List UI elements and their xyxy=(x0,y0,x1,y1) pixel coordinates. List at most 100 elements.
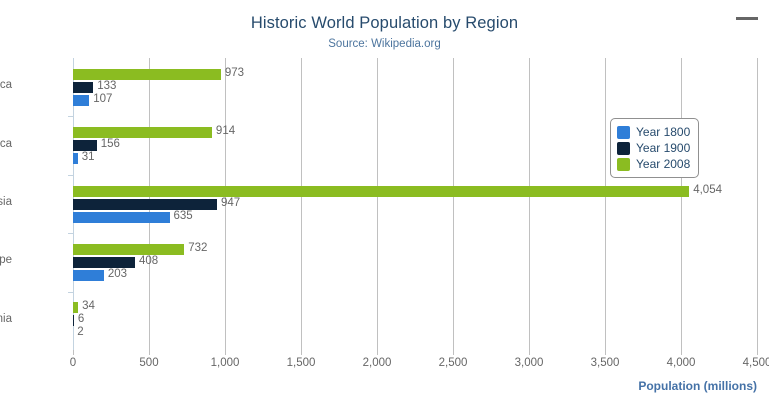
bar-value-label: 6 xyxy=(77,313,85,326)
gridline xyxy=(529,58,530,350)
legend-swatch-icon xyxy=(617,125,630,139)
y-axis-tick xyxy=(68,116,73,118)
x-axis-tick xyxy=(301,350,302,355)
y-axis-category-label: Africa xyxy=(0,79,12,92)
legend-swatch-icon xyxy=(617,141,630,155)
chart-title: Historic World Population by Region xyxy=(250,14,519,32)
bar-row: 156 xyxy=(73,138,757,152)
x-axis-tick xyxy=(757,350,758,355)
bar-value-label: 635 xyxy=(173,209,193,222)
bar[interactable] xyxy=(73,315,74,327)
bar[interactable] xyxy=(73,243,185,255)
bar-value-label: 914 xyxy=(215,125,236,138)
bar-value-label: 31 xyxy=(81,151,95,164)
bar[interactable] xyxy=(73,94,90,106)
gridline xyxy=(605,58,606,350)
bar-value-label: 4,054 xyxy=(693,183,722,196)
bar-group: 973 133 107 xyxy=(73,66,757,108)
x-axis-tick-label: 4,500 xyxy=(742,357,769,369)
x-axis-tick-label: 3,500 xyxy=(590,357,620,369)
y-axis-tick xyxy=(68,174,73,176)
bar[interactable] xyxy=(73,198,217,210)
bar[interactable] xyxy=(73,127,212,139)
gridline xyxy=(301,58,302,350)
bar-value-label: 732 xyxy=(188,241,208,254)
bar-group: 732 408 203 xyxy=(73,241,757,283)
x-axis-tick xyxy=(605,350,606,355)
legend-label: Year 1900 xyxy=(636,141,691,155)
gridline xyxy=(757,58,758,350)
bar-value-label: 2 xyxy=(77,326,84,339)
y-axis-category-label: Oceania xyxy=(0,312,12,325)
x-axis-tick xyxy=(529,350,530,355)
plot-area: 973 133 107 914 156 31 4,054 947 635 732 408 203 34 6… xyxy=(73,58,758,350)
bar-row: 31 xyxy=(73,151,757,165)
bar[interactable] xyxy=(73,211,170,223)
bar-row: 133 xyxy=(73,79,757,93)
bar-row: 635 xyxy=(73,209,757,223)
x-axis-tick-label: 0 xyxy=(69,357,77,369)
x-axis-tick-label: 1,500 xyxy=(286,357,316,369)
hamburger-bar-3 xyxy=(736,17,758,20)
gridline xyxy=(453,58,454,350)
legend-item-year-1800[interactable]: Year 1800 xyxy=(617,124,690,140)
bar[interactable] xyxy=(73,256,136,268)
bar[interactable] xyxy=(73,185,690,197)
bar[interactable] xyxy=(73,140,97,152)
bar-row: 203 xyxy=(73,267,757,281)
bar[interactable] xyxy=(73,302,79,314)
x-axis-tick-label: 500 xyxy=(139,357,159,369)
bar-group: 34 6 2 xyxy=(73,300,757,341)
bar-row: 408 xyxy=(73,254,757,268)
bar-value-label: 156 xyxy=(100,138,120,151)
legend-label: Year 1800 xyxy=(636,125,691,139)
bar-value-label: 408 xyxy=(139,254,159,267)
bar-row: 107 xyxy=(73,93,757,106)
bar-group: 4,054 947 635 xyxy=(73,183,757,225)
gridline xyxy=(681,58,682,350)
bar-row: 4,054 xyxy=(73,183,757,197)
bar[interactable] xyxy=(73,269,104,281)
legend-item-year-1900[interactable]: Year 1900 xyxy=(617,140,690,156)
x-axis-tick xyxy=(149,350,150,355)
bar-row: 973 xyxy=(73,66,757,80)
x-axis-tick xyxy=(681,350,682,355)
x-axis-tick xyxy=(225,350,226,355)
bar[interactable] xyxy=(73,68,221,80)
x-axis-tick-label: 2,500 xyxy=(438,357,468,369)
legend-swatch-icon xyxy=(617,157,630,171)
bar-value-label: 133 xyxy=(97,79,117,92)
bar[interactable] xyxy=(73,81,94,93)
bar-row: 732 xyxy=(73,241,757,255)
x-axis-tick xyxy=(73,350,74,355)
x-axis-tick-label: 1,000 xyxy=(210,357,240,369)
legend-label: Year 2008 xyxy=(636,157,691,171)
bar-row: 34 xyxy=(73,300,757,314)
x-axis-tick-label: 4,000 xyxy=(666,357,696,369)
bar-row: 947 xyxy=(73,196,757,210)
bar-group: 914 156 31 xyxy=(73,125,757,166)
chart-subtitle: Source: Wikipedia.org xyxy=(328,38,441,50)
x-axis-tick xyxy=(377,350,378,355)
chart-legend: Year 1800 Year 1900 Year 2008 xyxy=(610,118,700,178)
gridline xyxy=(377,58,378,350)
bar-value-label: 34 xyxy=(82,300,95,313)
bar-value-label: 203 xyxy=(107,267,128,280)
x-axis-tick xyxy=(453,350,454,355)
y-axis-category-label: Europe xyxy=(0,254,12,267)
bar[interactable] xyxy=(73,153,78,165)
y-axis-category-label: Asia xyxy=(0,196,12,208)
bar-value-label: 973 xyxy=(224,66,245,79)
bar-value-label: 947 xyxy=(220,196,241,209)
bar-row: 914 xyxy=(73,125,757,139)
x-axis-title: Population (millions) xyxy=(638,379,757,393)
gridline xyxy=(225,58,226,350)
x-axis-tick-label: 3,000 xyxy=(514,357,544,369)
y-axis-tick xyxy=(68,291,73,293)
bar-row: 6 xyxy=(73,313,757,327)
x-axis-tick-label: 2,000 xyxy=(362,357,392,369)
legend-item-year-2008[interactable]: Year 2008 xyxy=(617,156,690,172)
hamburger-menu-icon[interactable] xyxy=(736,17,760,37)
bar-row: 2 xyxy=(73,326,757,339)
